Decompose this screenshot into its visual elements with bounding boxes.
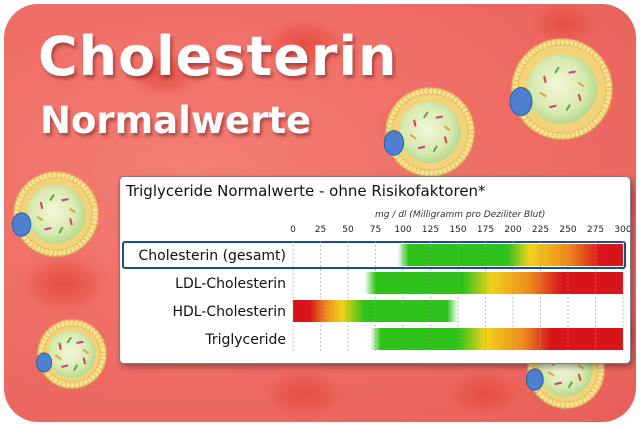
blood-cell-shape [256, 14, 352, 74]
infographic-frame: Cholesterin Normalwerte Triglyceride Nor… [4, 4, 636, 422]
x-tick-label: 25 [315, 225, 326, 235]
row-label: Triglyceride [204, 332, 286, 348]
x-tick-label: 150 [449, 225, 466, 235]
row-label: HDL-Cholesterin [172, 304, 286, 320]
x-tick-label: 0 [290, 225, 296, 235]
lipoprotein-particle [11, 171, 99, 257]
page-subtitle: Normalwerte [40, 99, 312, 142]
x-tick-label: 50 [342, 225, 354, 235]
row-label: Cholesterin (gesamt) [138, 248, 286, 264]
x-tick-label: 125 [422, 225, 439, 235]
x-tick-label: 100 [394, 225, 411, 235]
page-title: Cholesterin [38, 25, 398, 88]
blood-cell-shape [14, 250, 114, 318]
lipoprotein-particle [383, 87, 475, 177]
chart-unit-label: mg / dl (Milligramm pro Deziliter Blut) [375, 210, 545, 220]
lipoprotein-particle [509, 38, 613, 140]
highlighted-row-outline [122, 241, 626, 269]
x-tick-label: 275 [587, 225, 604, 235]
range-bar [364, 272, 623, 294]
x-tick-label: 200 [504, 225, 521, 235]
x-tick-label: 300 [614, 225, 630, 235]
blood-cell-shape [124, 48, 204, 100]
x-tick-label: 75 [370, 225, 381, 235]
row-label: LDL-Cholesterin [175, 276, 286, 292]
range-bar [293, 300, 458, 322]
range-bar [397, 244, 623, 266]
blood-cell-shape [524, 4, 604, 50]
chart-title: Triglyceride Normalwerte - ohne Risikofa… [125, 182, 486, 200]
range-bar [370, 328, 623, 350]
chart-panel: Triglyceride Normalwerte - ohne Risikofa… [119, 176, 631, 364]
blood-cell-shape [438, 366, 530, 422]
x-tick-label: 225 [532, 225, 549, 235]
x-tick-label: 175 [477, 225, 494, 235]
x-tick-label: 250 [559, 225, 576, 235]
blood-cell-shape [254, 364, 354, 422]
range-chart: Triglyceride Normalwerte - ohne Risikofa… [122, 182, 630, 353]
lipoprotein-particle [36, 319, 107, 389]
